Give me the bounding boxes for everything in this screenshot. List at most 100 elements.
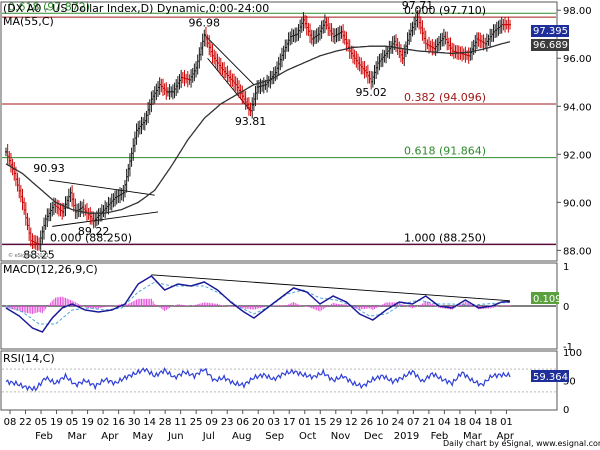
x-tick-label: 26: [360, 417, 373, 428]
fib-label: 0.618 (97.872): [8, 0, 90, 13]
rsi-layer: [2, 366, 556, 393]
x-tick-label: 08: [4, 417, 17, 428]
x-tick-label: 05: [66, 417, 79, 428]
macd-badge: [531, 292, 559, 304]
ma-badge-text: 96.689: [533, 40, 568, 51]
chart-title: (DX A0 - US Dollar Index,D) Dynamic,0:00…: [3, 2, 269, 15]
macd-ytick-label: -1: [563, 342, 573, 353]
x-month-label: Jun: [167, 431, 184, 442]
signal-line: [5, 281, 511, 325]
x-tick-label: 15: [314, 417, 327, 428]
price-ytick-label: 94.00: [563, 102, 592, 113]
macd-line: [5, 275, 511, 333]
rsi-label: RSI(14,C): [3, 352, 55, 365]
x-tick-label: 23: [221, 417, 234, 428]
macd-label: MACD(12,26,9,C): [3, 263, 98, 276]
price-ytick-label: 92.00: [563, 150, 592, 161]
trendline: [52, 211, 159, 227]
x-tick-label: 05: [35, 417, 48, 428]
x-month-label: Mar: [463, 431, 483, 442]
fib-label: 0.000 (88.250): [50, 231, 132, 244]
x-month-label: Aug: [232, 431, 252, 442]
x-tick-label: 19: [81, 417, 94, 428]
credit-text: Daily chart by eSignal, www.esignal.com: [443, 439, 600, 448]
price-annotation: 88.25: [23, 248, 55, 261]
trendline: [203, 34, 255, 85]
x-month-label: Jul: [202, 431, 215, 442]
fib-levels-layer: 0.618 (97.872) 0.000 (97.710) 0.382 (94.09…: [2, 0, 556, 246]
x-month-label: May: [133, 431, 154, 442]
x-month-label: Mar: [68, 431, 88, 442]
price-annotation: 89.22: [78, 225, 110, 238]
price-annotation: 93.81: [235, 115, 267, 128]
price-ytick-label: 88.00: [563, 246, 592, 257]
price-series-layer: [5, 10, 511, 252]
x-tick-label: 09: [205, 417, 218, 428]
ma-line: [5, 41, 511, 214]
price-badge-text: 97.395: [533, 26, 568, 37]
x-tick-label: 01: [298, 417, 311, 428]
x-tick-label: 17: [283, 417, 296, 428]
x-tick-label: 07: [407, 417, 420, 428]
annotations-layer: 97.71 96.98 95.02 93.81 90.93 89.22 88.25: [23, 0, 433, 261]
x-month-label: Dec: [364, 431, 383, 442]
rsi-line: [5, 366, 511, 392]
ma-badge: [531, 39, 569, 51]
axis-layer: 88.0090.0092.0094.0096.0098.0010-1100500…: [4, 6, 592, 442]
x-tick-label: 01: [500, 417, 513, 428]
trendlines-layer: [48, 34, 255, 227]
x-month-label: Feb: [431, 431, 449, 442]
rsi-ytick-label: 100: [563, 348, 582, 359]
x-month-label: Apr: [497, 431, 515, 442]
x-month-label: Nov: [331, 431, 351, 442]
x-tick-label: 30: [128, 417, 141, 428]
rsi-ytick-label: 0: [563, 405, 569, 416]
rsi-ytick-label: 50: [563, 377, 576, 388]
fib-label: 1.000 (88.250): [404, 231, 486, 244]
copyright-text: © eSignal, 2011: [8, 252, 49, 259]
x-tick-label: 24: [391, 417, 404, 428]
x-tick-label: 11: [174, 417, 187, 428]
price-badge: [531, 25, 569, 37]
x-month-label: Apr: [101, 431, 119, 442]
macd-layer: [2, 274, 556, 333]
price-ytick-label: 96.00: [563, 54, 592, 65]
price-annotation: 96.98: [189, 17, 221, 30]
x-tick-label: 10: [376, 417, 389, 428]
price-ytick-label: 98.00: [563, 6, 592, 17]
x-tick-label: 18: [454, 417, 467, 428]
x-tick-label: 03: [267, 417, 280, 428]
price-annotation: 90.93: [33, 162, 65, 175]
x-tick-label: 06: [236, 417, 249, 428]
fib-label: 0.000 (97.710): [404, 4, 486, 17]
x-tick-label: 21: [423, 417, 436, 428]
price-annotation: 97.71: [402, 0, 434, 12]
macd-ytick-label: 1: [563, 262, 569, 273]
rsi-badge: [531, 370, 569, 382]
trendline: [48, 179, 155, 196]
x-tick-label: 18: [485, 417, 498, 428]
fib-label: 0.382 (94.096): [404, 91, 486, 104]
x-tick-label: 14: [143, 417, 156, 428]
x-tick-label: 28: [159, 417, 172, 428]
x-month-label: 2019: [394, 431, 419, 442]
x-tick-label: 19: [50, 417, 63, 428]
x-tick-label: 02: [97, 417, 110, 428]
price-annotation: 95.02: [355, 86, 387, 99]
x-month-label: Feb: [35, 431, 53, 442]
x-tick-label: 12: [345, 417, 358, 428]
x-month-label: Sep: [265, 431, 284, 442]
ma-label: MA(55,C): [3, 15, 54, 28]
trendline: [207, 57, 251, 112]
price-ytick-label: 90.00: [563, 198, 592, 209]
x-tick-label: 25: [190, 417, 203, 428]
rsi-badge-text: 59.364: [533, 372, 568, 383]
x-tick-label: 16: [112, 417, 125, 428]
x-tick-label: 20: [252, 417, 265, 428]
x-tick-label: 04: [438, 417, 451, 428]
macd-ytick-label: 0: [563, 302, 569, 313]
x-tick-label: 22: [19, 417, 32, 428]
rsi-panel[interactable]: [0, 350, 558, 411]
x-tick-label: 29: [329, 417, 342, 428]
